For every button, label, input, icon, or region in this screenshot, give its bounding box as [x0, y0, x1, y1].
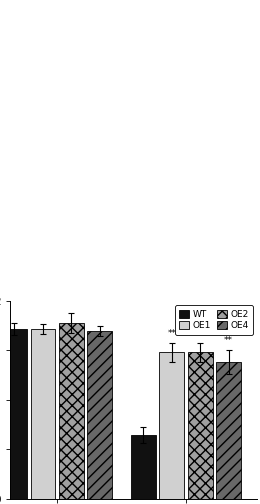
Bar [131, 434, 156, 499]
Text: OE4: OE4 [205, 0, 226, 1]
Text: OE2: OE2 [155, 0, 177, 1]
Text: Control: Control [13, 59, 23, 94]
Bar [216, 362, 241, 499]
Text: **: ** [196, 329, 205, 338]
Legend: WT, OE1, OE2, OE4: WT, OE1, OE2, OE4 [175, 305, 253, 335]
Bar [188, 352, 213, 499]
Bar [2, 329, 27, 499]
Text: **: ** [167, 329, 176, 338]
Text: **: ** [224, 337, 233, 346]
Bar [59, 323, 84, 499]
Bar [30, 329, 55, 499]
Bar [87, 331, 112, 499]
Text: WT: WT [56, 0, 73, 1]
Bar [159, 352, 184, 499]
Text: 300 mM NaCl: 300 mM NaCl [13, 195, 22, 255]
Text: OE1: OE1 [103, 0, 125, 1]
